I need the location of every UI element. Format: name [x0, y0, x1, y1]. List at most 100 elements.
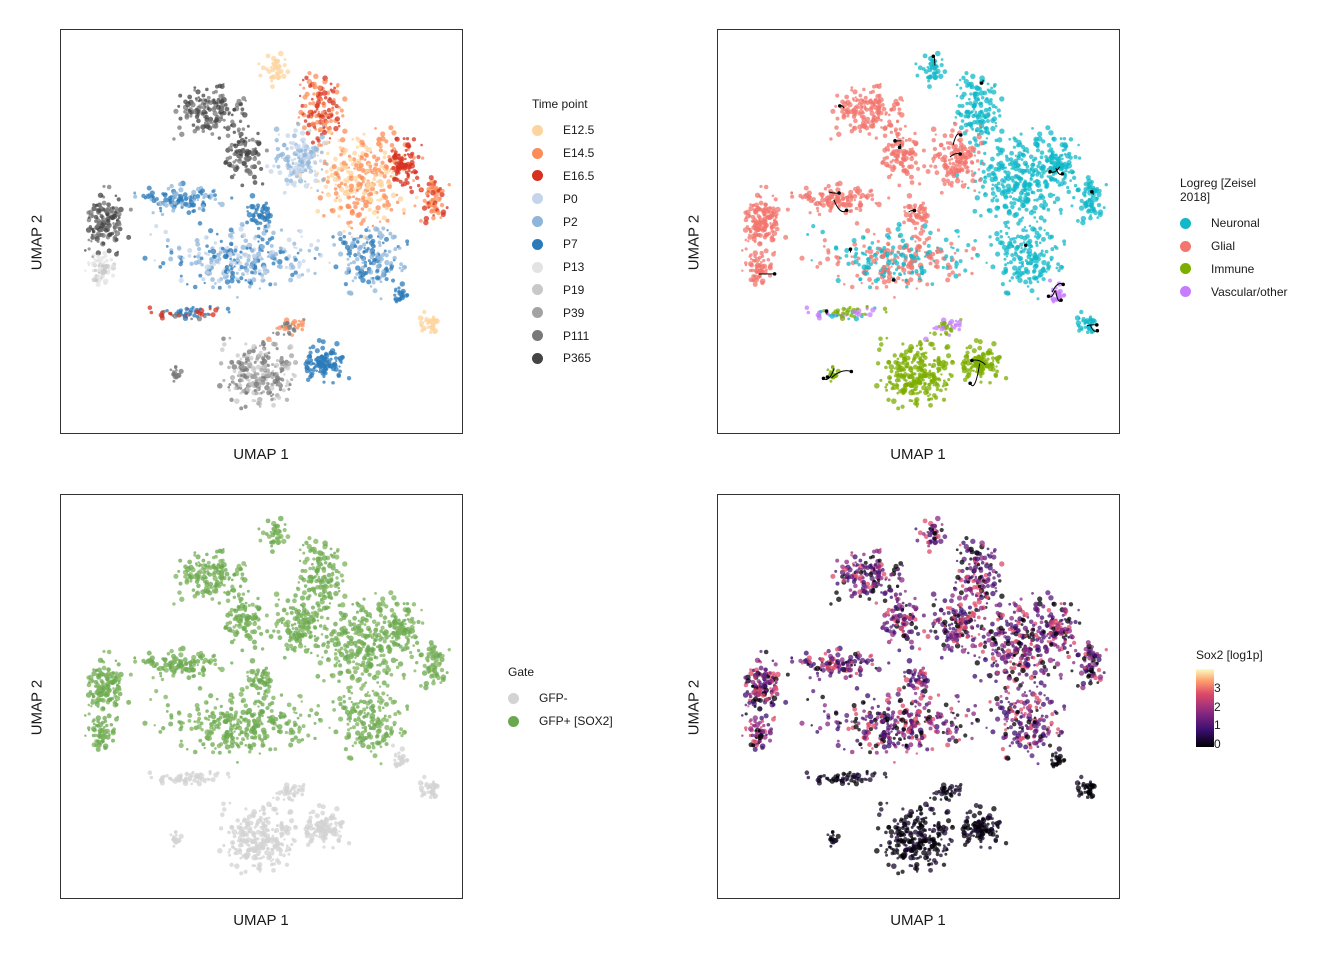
cell-point: [293, 128, 298, 133]
plot-area-logreg: [717, 29, 1120, 434]
cell-point: [1047, 278, 1053, 283]
cell-point: [1009, 175, 1015, 181]
cell-point: [844, 310, 850, 315]
cell-point: [836, 274, 840, 278]
cell-point: [932, 331, 937, 336]
legend-label: P39: [563, 305, 585, 320]
cell-point: [929, 67, 933, 71]
cell-point: [229, 259, 235, 266]
cell-point: [275, 259, 279, 263]
cell-point: [887, 164, 893, 169]
cell-point: [967, 344, 973, 350]
cell-point: [984, 129, 990, 135]
cell-point: [752, 281, 758, 287]
cell-point: [288, 168, 292, 171]
cell-point: [366, 279, 372, 285]
cell-point: [956, 162, 962, 168]
cell-point: [305, 377, 311, 383]
cell-point: [999, 229, 1003, 233]
cell-point: [350, 162, 355, 167]
cell-point: [743, 261, 748, 265]
cell-point: [324, 119, 330, 125]
cell-point: [942, 69, 948, 75]
cell-point: [242, 352, 247, 357]
cell-point: [910, 360, 914, 364]
cell-point: [298, 248, 303, 252]
cell-point: [1086, 184, 1092, 190]
cell-point: [309, 186, 313, 190]
cell-point: [333, 198, 338, 203]
cell-point: [345, 163, 348, 166]
cell-point: [316, 154, 320, 157]
cell-point: [855, 98, 859, 102]
cell-point: [1066, 185, 1070, 190]
cell-point: [989, 243, 994, 247]
cell-point: [328, 118, 333, 123]
cell-point: [195, 241, 201, 247]
cell-point: [1026, 285, 1030, 288]
cell-point: [773, 250, 777, 254]
cell-point: [1097, 188, 1102, 193]
cell-point: [324, 363, 329, 368]
cell-point: [874, 136, 879, 140]
cell-point: [232, 173, 236, 177]
cell-point: [221, 269, 225, 272]
cell-point: [773, 211, 779, 217]
cell-point: [179, 274, 183, 278]
cell-point: [184, 306, 189, 312]
cell-point: [1028, 154, 1034, 160]
cell-point: [384, 169, 389, 175]
cell-point: [970, 362, 973, 365]
cell-point: [294, 161, 299, 166]
cell-point: [387, 184, 392, 190]
cell-point: [321, 191, 324, 194]
cell-point: [750, 268, 755, 273]
cell-point: [905, 263, 912, 269]
cell-point: [1080, 219, 1086, 226]
cell-point: [884, 385, 888, 389]
cell-point: [1017, 207, 1022, 211]
cell-point: [1019, 132, 1023, 136]
cell-point: [316, 189, 320, 193]
cell-point: [913, 234, 918, 239]
cell-point: [1037, 273, 1042, 278]
cell-point: [362, 250, 366, 254]
cell-point: [1077, 328, 1081, 333]
cell-point: [241, 112, 248, 118]
cell-point: [849, 109, 855, 115]
cell-point: [227, 232, 233, 238]
cell-point: [265, 164, 270, 169]
cell-point: [1010, 167, 1013, 170]
cell-point: [240, 244, 246, 251]
cell-point: [398, 290, 401, 293]
cell-point: [820, 229, 825, 235]
cell-point: [898, 232, 904, 238]
cell-point: [932, 383, 936, 387]
cell-point: [844, 94, 850, 100]
cell-point: [1009, 241, 1013, 245]
cell-point: [416, 154, 421, 160]
cell-point: [290, 265, 296, 270]
cell-point: [1018, 261, 1022, 264]
cell-point: [886, 397, 891, 403]
cell-point: [111, 206, 115, 210]
cell-point: [376, 198, 379, 202]
cell-point: [753, 258, 757, 263]
cell-point: [240, 374, 243, 377]
cell-point: [965, 129, 969, 133]
cell-point: [868, 262, 873, 267]
cell-point: [897, 147, 903, 154]
cell-point: [241, 96, 247, 101]
cell-point: [379, 188, 383, 193]
cell-point: [161, 261, 166, 266]
cell-point: [273, 282, 278, 287]
cell-point: [1055, 161, 1061, 167]
cell-point: [291, 162, 295, 166]
cell-point: [903, 211, 910, 218]
cell-point: [1091, 318, 1097, 324]
cell-point: [1090, 180, 1094, 184]
cell-point: [235, 271, 239, 275]
cell-point: [405, 161, 411, 167]
cell-point: [758, 241, 763, 246]
cell-point: [806, 310, 811, 315]
